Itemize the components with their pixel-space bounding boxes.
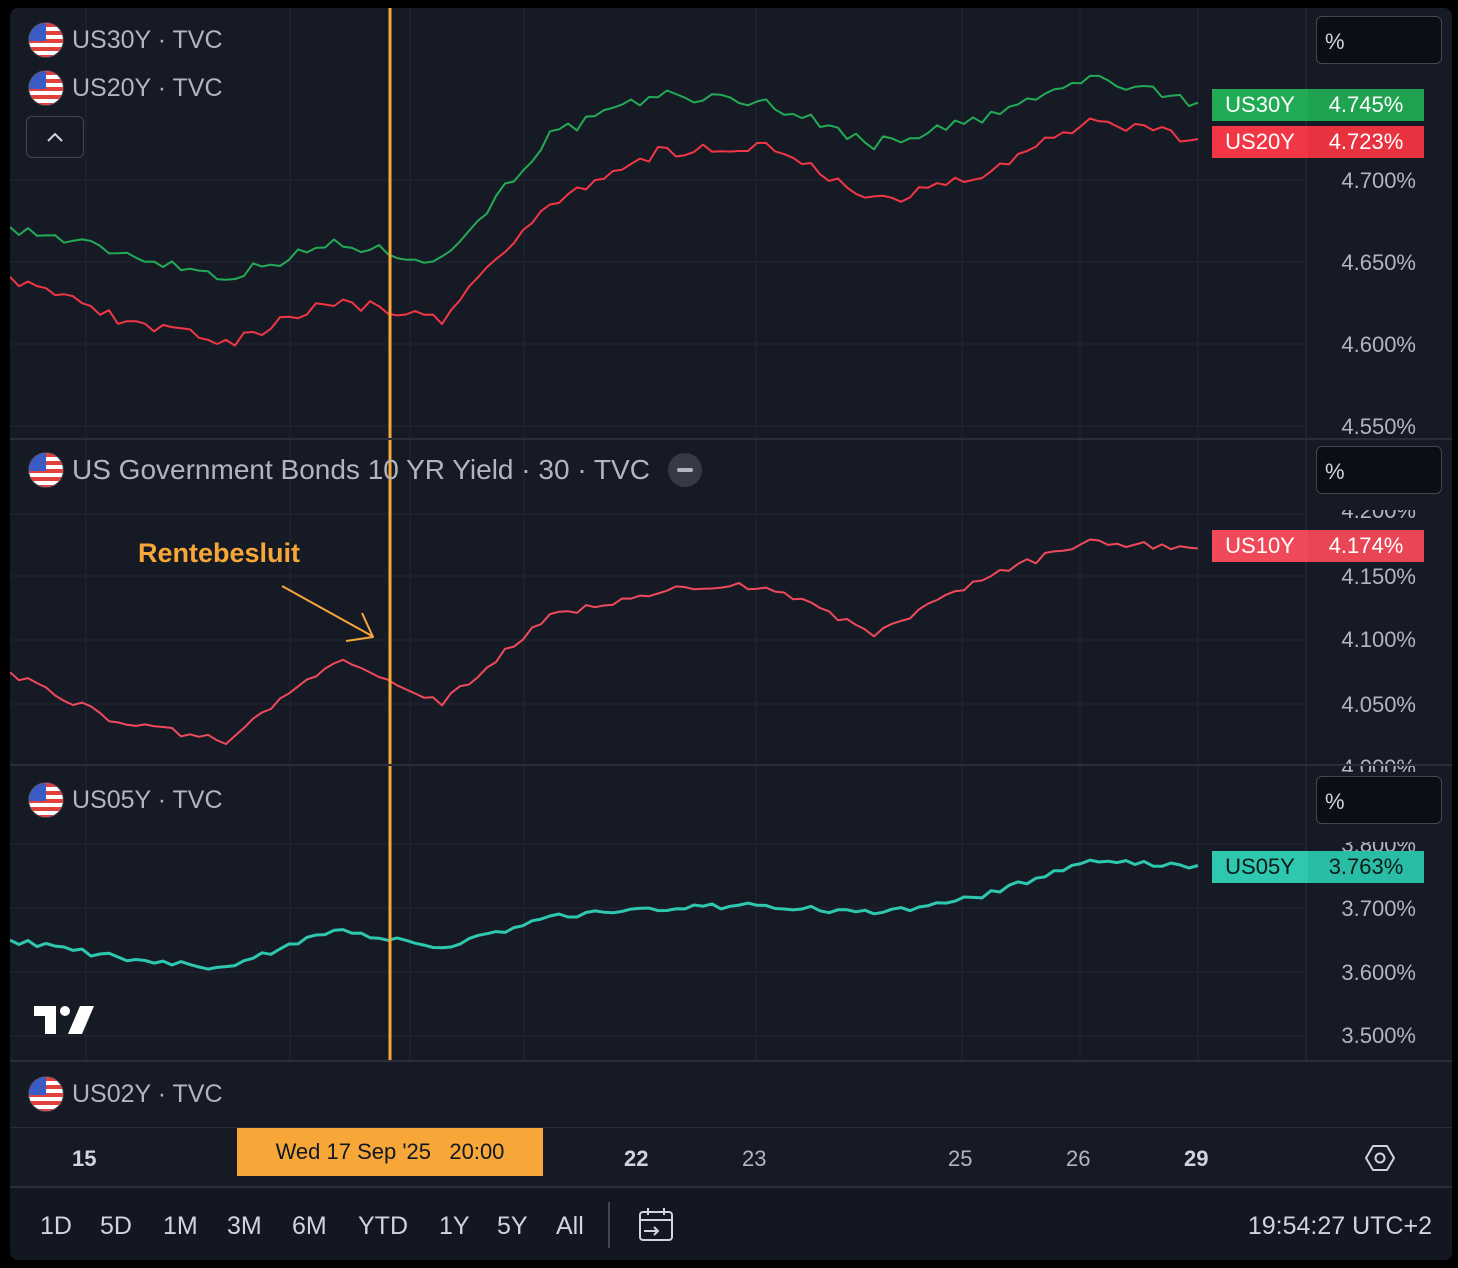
legend-us05y-label: US05Y · TVC — [72, 785, 223, 814]
price-label: 4.100% — [1341, 627, 1416, 652]
price-label: 4.000% — [1341, 755, 1416, 780]
price-label: 3.600% — [1341, 960, 1416, 985]
pane-mid[interactable]: US Government Bonds 10 YR Yield · 30 · T… — [10, 440, 1452, 772]
price-tag-symbol: US30Y — [1212, 89, 1308, 121]
minus-circle-icon[interactable] — [667, 453, 702, 487]
time-label: 29 — [1184, 1146, 1209, 1171]
price-tag-us20y: US20Y 4.723% — [1212, 126, 1424, 158]
range-button-1y[interactable]: 1Y — [439, 1212, 470, 1240]
annotation-rentebesluit[interactable]: Rentebesluit — [138, 538, 301, 568]
us-flag-icon — [28, 70, 64, 106]
chart-frame: US30Y · TVC US20Y · TVC % 4.700% 4.650% … — [10, 8, 1452, 1260]
price-label: 4.700% — [1341, 168, 1416, 193]
price-label: 3.700% — [1341, 896, 1416, 921]
crosshair-time-label: Wed 17 Sep '25 20:00 — [237, 1128, 543, 1176]
pane-low-plot[interactable] — [10, 766, 1452, 1060]
us-flag-icon — [28, 22, 64, 58]
legend-us30y-label: US30Y · TVC — [72, 25, 223, 54]
price-tag-value: 4.174% — [1308, 530, 1424, 562]
pane-divider[interactable] — [10, 764, 1452, 766]
price-tag-value: 4.745% — [1308, 89, 1424, 121]
range-button-ytd[interactable]: YTD — [358, 1212, 408, 1240]
settings-hexagon-icon[interactable] — [1364, 1142, 1396, 1174]
pane-top[interactable]: US30Y · TVC US20Y · TVC % 4.700% 4.650% … — [10, 8, 1452, 439]
price-label: 4.050% — [1341, 692, 1416, 717]
chevron-up-icon — [47, 132, 63, 142]
price-label: 4.650% — [1341, 250, 1416, 275]
price-tag-us05y: US05Y 3.763% — [1212, 851, 1424, 883]
time-label: 26 — [1066, 1146, 1091, 1171]
time-label: 15 — [72, 1146, 97, 1171]
clock-timezone[interactable]: 19:54:27 UTC+2 — [1247, 1212, 1432, 1240]
pane-mid-plot[interactable] — [10, 440, 1452, 764]
price-label: 3.500% — [1341, 1023, 1416, 1048]
series-line-us10y[interactable] — [10, 538, 1199, 745]
series-line-us05y[interactable] — [10, 858, 1199, 971]
legend-us10y[interactable]: US Government Bonds 10 YR Yield · 30 · T… — [28, 452, 702, 488]
legend-us10y-label: US Government Bonds 10 YR Yield · 30 · T… — [72, 454, 650, 485]
price-label: 4.550% — [1341, 414, 1416, 439]
range-button-5d[interactable]: 5D — [100, 1212, 132, 1240]
pane-divider[interactable] — [10, 438, 1452, 440]
legend-us02y-label: US02Y · TVC — [72, 1079, 223, 1108]
pane-collapsed[interactable]: US02Y · TVC — [10, 1062, 1452, 1128]
us-flag-icon — [28, 782, 64, 818]
price-tag-symbol: US10Y — [1212, 530, 1308, 562]
price-tag-value: 4.723% — [1308, 126, 1424, 158]
price-tag-symbol: US20Y — [1212, 126, 1308, 158]
time-label: 23 — [742, 1146, 767, 1171]
collapse-legend-button[interactable] — [26, 116, 84, 158]
scale-mode-button[interactable]: % — [1316, 446, 1442, 494]
price-label: 4.200% — [1341, 498, 1416, 523]
range-button-3m[interactable]: 3M — [227, 1212, 262, 1240]
bottom-toolbar: 1D 5D 1M 3M 6M YTD 1Y 5Y All 19:54:27 UT… — [10, 1186, 1452, 1260]
range-button-1d[interactable]: 1D — [40, 1212, 72, 1240]
price-label: 4.150% — [1341, 564, 1416, 589]
legend-us05y[interactable]: US05Y · TVC — [28, 782, 223, 818]
legend-us02y[interactable]: US02Y · TVC — [28, 1076, 223, 1112]
us-flag-icon — [28, 452, 64, 488]
price-tag-us10y: US10Y 4.174% — [1212, 530, 1424, 562]
pane-low[interactable]: US05Y · TVC % 3.800% 3.700% 3.600% 3.500… — [10, 766, 1452, 1060]
pane-top-plot[interactable] — [10, 8, 1452, 438]
calendar-goto-icon[interactable] — [636, 1204, 676, 1244]
range-button-5y[interactable]: 5Y — [497, 1212, 528, 1240]
toolbar-separator — [608, 1202, 610, 1248]
tradingview-logo-icon[interactable] — [34, 1002, 96, 1036]
scale-mode-button[interactable]: % — [1316, 776, 1442, 824]
pane-divider[interactable] — [10, 1060, 1452, 1062]
time-label: 25 — [948, 1146, 973, 1171]
price-tag-symbol: US05Y — [1212, 851, 1308, 883]
legend-us20y-label: US20Y · TVC — [72, 73, 223, 102]
range-button-1m[interactable]: 1M — [163, 1212, 198, 1240]
annotation-arrow[interactable] — [281, 585, 374, 642]
legend-us30y[interactable]: US30Y · TVC — [28, 22, 223, 58]
time-label: 22 — [624, 1146, 649, 1171]
us-flag-icon — [28, 1076, 64, 1112]
series-line-us20y[interactable] — [10, 117, 1199, 347]
price-label: 4.600% — [1341, 332, 1416, 357]
price-tag-us30y: US30Y 4.745% — [1212, 89, 1424, 121]
series-line-us30y[interactable] — [10, 74, 1199, 281]
price-tag-value: 3.763% — [1308, 851, 1424, 883]
legend-us20y[interactable]: US20Y · TVC — [28, 70, 223, 106]
scale-mode-button[interactable]: % — [1316, 16, 1442, 64]
range-button-6m[interactable]: 6M — [292, 1212, 327, 1240]
time-axis[interactable]: 15 22 23 25 26 29 Wed 17 Sep '25 20:00 — [10, 1128, 1452, 1186]
range-button-all[interactable]: All — [556, 1212, 584, 1240]
